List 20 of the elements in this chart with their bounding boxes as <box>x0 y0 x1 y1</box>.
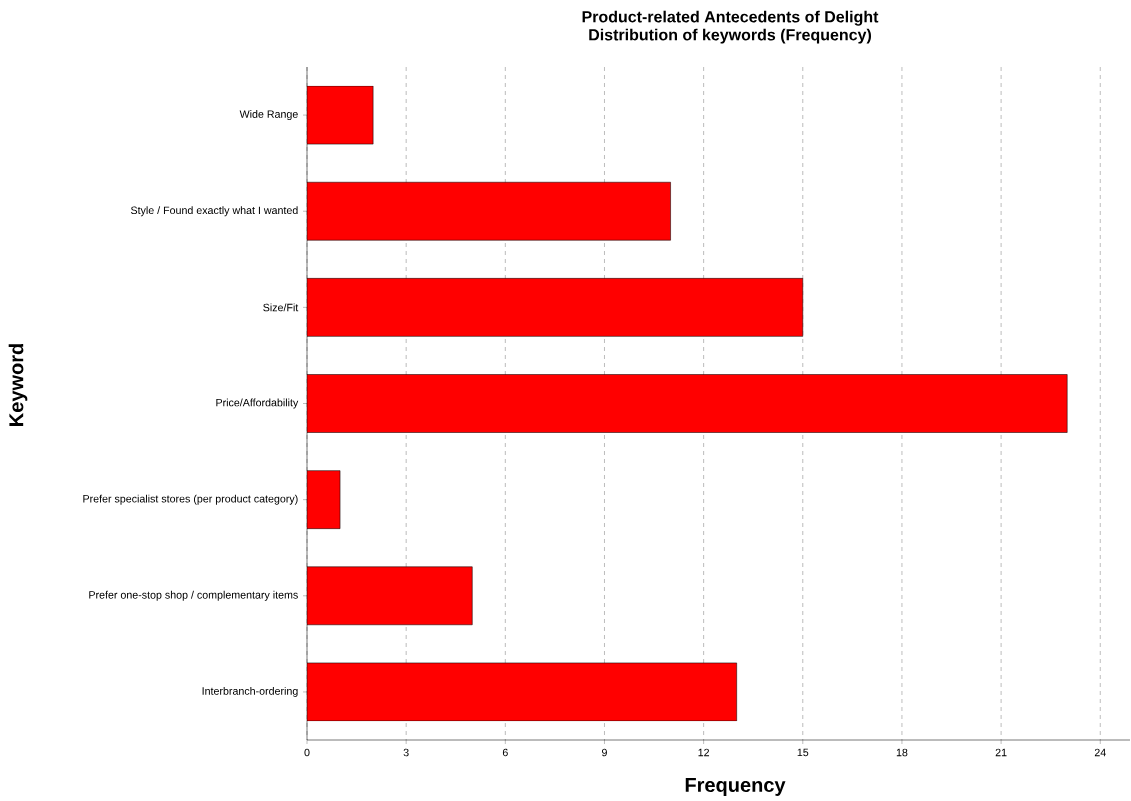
chart-subtitle: Distribution of keywords (Frequency) <box>589 28 872 44</box>
y-tick-label: Prefer one-stop shop / complementary items <box>89 590 298 601</box>
x-tick-label: 18 <box>896 748 908 757</box>
x-tick-label: 21 <box>995 748 1007 757</box>
x-tick-label: 6 <box>502 748 508 757</box>
x-tick-label: 3 <box>403 748 409 757</box>
y-tick-label: Prefer specialist stores (per product category) <box>83 494 298 505</box>
y-tick-label: Wide Range <box>239 110 298 121</box>
x-tick-label: 9 <box>602 748 607 757</box>
y-tick-label: Price/Affordability <box>216 398 299 409</box>
y-tick-label: Size/Fit <box>263 303 299 312</box>
y-tick-label: Interbranch-ordering <box>202 686 298 697</box>
chart-title: Product-related Antecedents of Delight <box>582 10 879 26</box>
x-tick-label: 12 <box>698 748 710 757</box>
x-axis-title: Frequency <box>685 778 786 796</box>
y-axis-title: Keyword <box>8 344 28 426</box>
y-tick-label: Style / Found exactly what I wanted <box>130 206 298 217</box>
x-tick-label: 15 <box>797 748 809 757</box>
x-tick-label: 0 <box>304 748 310 757</box>
x-tick-label: 24 <box>1094 748 1106 757</box>
